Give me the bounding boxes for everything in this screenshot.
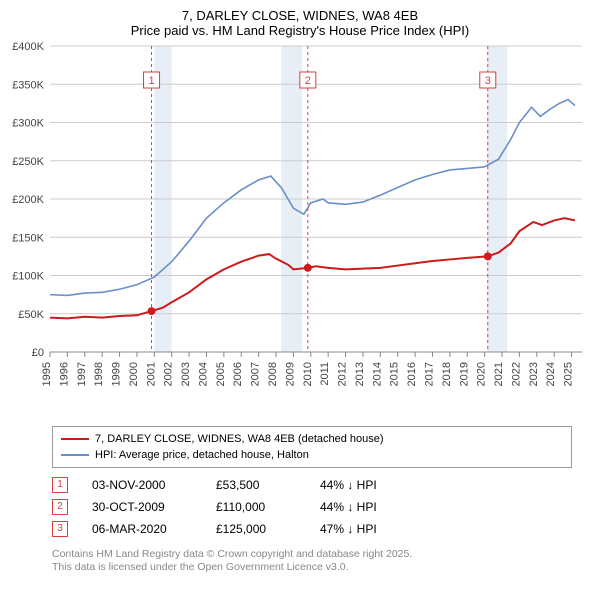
title-line-2: Price paid vs. HM Land Registry's House … xyxy=(0,23,600,38)
x-tick-label: 1997 xyxy=(76,362,88,386)
x-tick-label: 2007 xyxy=(250,362,262,386)
x-tick-label: 2003 xyxy=(180,362,192,386)
x-tick-label: 2018 xyxy=(441,362,453,386)
y-tick-label: £0 xyxy=(32,347,44,359)
legend: 7, DARLEY CLOSE, WIDNES, WA8 4EB (detach… xyxy=(52,426,572,468)
x-tick-label: 2016 xyxy=(406,362,418,386)
transaction-pct: 47% ↓ HPI xyxy=(320,518,410,540)
x-tick-label: 2009 xyxy=(284,362,296,386)
x-tick-label: 2014 xyxy=(371,362,383,386)
x-tick-label: 2023 xyxy=(528,362,540,386)
y-tick-label: £250K xyxy=(12,156,44,168)
x-tick-label: 2019 xyxy=(458,362,470,386)
x-tick-label: 2024 xyxy=(545,362,557,386)
y-tick-label: £350K xyxy=(12,79,44,91)
y-tick-label: £50K xyxy=(18,309,44,321)
transaction-marker: 3 xyxy=(52,521,68,537)
transaction-marker: 1 xyxy=(52,477,68,493)
legend-label: HPI: Average price, detached house, Halt… xyxy=(95,447,309,463)
x-tick-label: 2012 xyxy=(337,362,349,386)
transaction-table: 1 03-NOV-2000 £53,500 44% ↓ HPI 2 30-OCT-2009… xyxy=(52,474,572,540)
x-tick-label: 1996 xyxy=(58,362,70,386)
y-tick-label: £150K xyxy=(12,232,44,244)
y-tick-label: £400K xyxy=(12,42,44,53)
chart-title-block: 7, DARLEY CLOSE, WIDNES, WA8 4EB Price p… xyxy=(0,0,600,42)
x-tick-label: 1998 xyxy=(93,362,105,386)
x-tick-label: 2015 xyxy=(389,362,401,386)
transaction-row: 1 03-NOV-2000 £53,500 44% ↓ HPI xyxy=(52,474,572,496)
transaction-price: £125,000 xyxy=(216,518,296,540)
legend-row: HPI: Average price, detached house, Halt… xyxy=(61,447,563,463)
x-tick-label: 2021 xyxy=(493,362,505,386)
title-line-1: 7, DARLEY CLOSE, WIDNES, WA8 4EB xyxy=(0,8,600,23)
transaction-price: £53,500 xyxy=(216,474,296,496)
x-tick-label: 1999 xyxy=(111,362,123,386)
marker-label: 3 xyxy=(485,75,491,87)
transaction-marker: 2 xyxy=(52,499,68,515)
footer-attribution: Contains HM Land Registry data © Crown c… xyxy=(52,548,572,574)
x-tick-label: 2025 xyxy=(563,362,575,386)
legend-label: 7, DARLEY CLOSE, WIDNES, WA8 4EB (detach… xyxy=(95,431,384,447)
marker-label: 2 xyxy=(305,75,311,87)
marker-label: 1 xyxy=(148,75,154,87)
y-tick-label: £300K xyxy=(12,118,44,130)
line-chart-svg: £0 £50K £100K £150K £200K £250K £300K £350K £400… xyxy=(0,42,600,422)
chart-area: £0 £50K £100K £150K £200K £250K £300K £350K £400… xyxy=(0,42,600,422)
transaction-price: £110,000 xyxy=(216,496,296,518)
x-tick-label: 2013 xyxy=(354,362,366,386)
legend-row: 7, DARLEY CLOSE, WIDNES, WA8 4EB (detach… xyxy=(61,431,563,447)
transaction-date: 06-MAR-2020 xyxy=(92,518,192,540)
x-tick-label: 2000 xyxy=(128,362,140,386)
x-tick-label: 2017 xyxy=(423,362,435,386)
x-tick-label: 2022 xyxy=(510,362,522,386)
legend-swatch xyxy=(61,454,89,456)
x-tick-label: 2004 xyxy=(197,362,209,386)
transaction-row: 2 30-OCT-2009 £110,000 44% ↓ HPI xyxy=(52,496,572,518)
transaction-date: 30-OCT-2009 xyxy=(92,496,192,518)
transaction-pct: 44% ↓ HPI xyxy=(320,474,410,496)
transaction-pct: 44% ↓ HPI xyxy=(320,496,410,518)
footer-line-2: This data is licensed under the Open Gov… xyxy=(52,561,572,574)
x-tick-label: 1995 xyxy=(41,362,53,386)
x-tick-label: 2020 xyxy=(476,362,488,386)
x-tick-label: 2006 xyxy=(232,362,244,386)
y-tick-label: £100K xyxy=(12,271,44,283)
transaction-row: 3 06-MAR-2020 £125,000 47% ↓ HPI xyxy=(52,518,572,540)
x-tick-label: 2005 xyxy=(215,362,227,386)
x-tick-label: 2010 xyxy=(302,362,314,386)
y-tick-label: £200K xyxy=(12,194,44,206)
x-tick-label: 2002 xyxy=(163,362,175,386)
legend-swatch xyxy=(61,438,89,440)
footer-line-1: Contains HM Land Registry data © Crown c… xyxy=(52,548,572,561)
x-tick-label: 2008 xyxy=(267,362,279,386)
x-tick-label: 2011 xyxy=(319,362,331,386)
transaction-date: 03-NOV-2000 xyxy=(92,474,192,496)
x-tick-label: 2001 xyxy=(145,362,157,386)
